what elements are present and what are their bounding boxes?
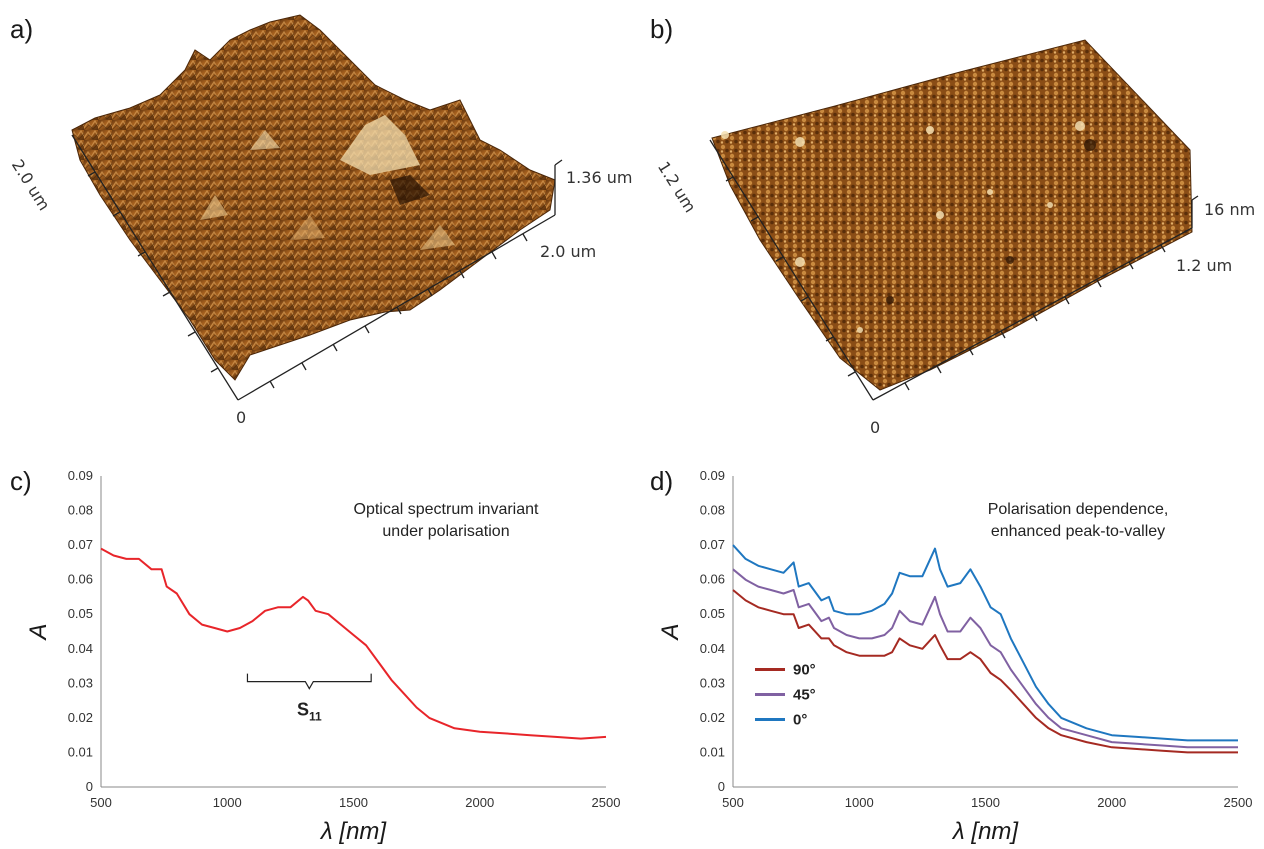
- chart-c-series-line-0: [100, 547, 607, 740]
- chart-c-ylabel: A: [25, 623, 52, 641]
- chart-d-ytick-label: 0.08: [700, 503, 725, 518]
- chart-c-xtick-label: 2000: [465, 795, 494, 810]
- chart-c-bracket-label: S11: [297, 700, 322, 724]
- chart-c-xtick-label: 1000: [213, 795, 242, 810]
- chart-c-ytick-label: 0.08: [68, 503, 93, 518]
- afm-b-bottom-label: 1.2 um: [1176, 256, 1233, 275]
- afm-b-height-label: 16 nm: [1204, 200, 1256, 219]
- afm-surface-a: [71, 14, 563, 401]
- afm-a-bottom-label: 2.0 um: [540, 242, 597, 261]
- chart-c-bracket: [246, 673, 372, 690]
- chart-d-ytick-label: 0.07: [700, 537, 725, 552]
- afm-a-height-label: 1.36 um: [566, 168, 633, 187]
- chart-c-xlabel: λ [nm]: [319, 818, 387, 845]
- chart-c: 0 0.01 0.02 0.03 0.04 0.05 0.06 0.07 0.08 0.09 500…: [25, 468, 621, 845]
- chart-c-ytick-label: 0.05: [68, 606, 93, 621]
- chart-d-ylabel: A: [657, 623, 684, 641]
- chart-d-ytick-label: 0.01: [700, 744, 725, 759]
- afm-b-origin-label: 0: [870, 418, 881, 437]
- chart-c-xtick-label: 2500: [592, 795, 621, 810]
- chart-d-xtick-label: 2000: [1097, 795, 1126, 810]
- afm-surface-b: [709, 39, 1199, 401]
- chart-d-legend-label: 45°: [793, 687, 816, 704]
- chart-d-series-line-0: [732, 589, 1238, 754]
- panel-c-label: c): [10, 466, 32, 496]
- chart-c-ytick-label: 0.03: [68, 675, 93, 690]
- chart-d-series-line-1: [732, 568, 1238, 749]
- chart-d-annotation-line: Polarisation dependence,: [988, 501, 1169, 518]
- chart-d-ytick-label: 0: [718, 779, 725, 794]
- chart-d-xlabel: λ [nm]: [951, 818, 1019, 845]
- chart-d-ytick-label: 0.09: [700, 468, 725, 483]
- chart-c-ytick-label: 0.04: [68, 641, 93, 656]
- chart-c-ytick-label: 0.07: [68, 537, 93, 552]
- chart-d-xtick-label: 1000: [845, 795, 874, 810]
- chart-d-ytick-label: 0.06: [700, 572, 725, 587]
- chart-d-ytick-label: 0.03: [700, 675, 725, 690]
- afm-b-surface-shape: [711, 39, 1193, 391]
- chart-d-series-line-2: [732, 544, 1238, 742]
- chart-c-annotation-line: Optical spectrum invariant: [354, 501, 540, 518]
- chart-c-ytick-label: 0: [86, 779, 93, 794]
- afm-a-origin-label: 0: [236, 408, 247, 427]
- panel-a-label: a): [10, 14, 34, 44]
- chart-c-xtick-label: 500: [90, 795, 112, 810]
- chart-d: 0 0.01 0.02 0.03 0.04 0.05 0.06 0.07 0.08 0.09 500…: [657, 468, 1253, 845]
- chart-d-annotation-line: enhanced peak-to-valley: [991, 523, 1165, 540]
- chart-c-ytick-label: 0.06: [68, 572, 93, 587]
- chart-d-ytick-label: 0.05: [700, 606, 725, 621]
- panel-b-label: b): [650, 14, 674, 44]
- chart-c-annotation-line: under polarisation: [382, 523, 509, 540]
- afm-a-surface-shape: [71, 14, 556, 381]
- chart-c-xtick-label: 1500: [339, 795, 368, 810]
- chart-d-legend-label: 0°: [793, 712, 807, 729]
- chart-d-xtick-label: 1500: [971, 795, 1000, 810]
- panel-d-label: d): [650, 466, 674, 496]
- chart-c-ytick-label: 0.01: [68, 744, 93, 759]
- chart-d-ytick-label: 0.02: [700, 710, 725, 725]
- chart-c-ytick-label: 0.09: [68, 468, 93, 483]
- chart-d-legend-label: 90°: [793, 662, 816, 679]
- chart-d-xtick-label: 500: [722, 795, 744, 810]
- chart-d-ytick-label: 0.04: [700, 641, 725, 656]
- chart-c-ytick-label: 0.02: [68, 710, 93, 725]
- chart-d-xtick-label: 2500: [1224, 795, 1253, 810]
